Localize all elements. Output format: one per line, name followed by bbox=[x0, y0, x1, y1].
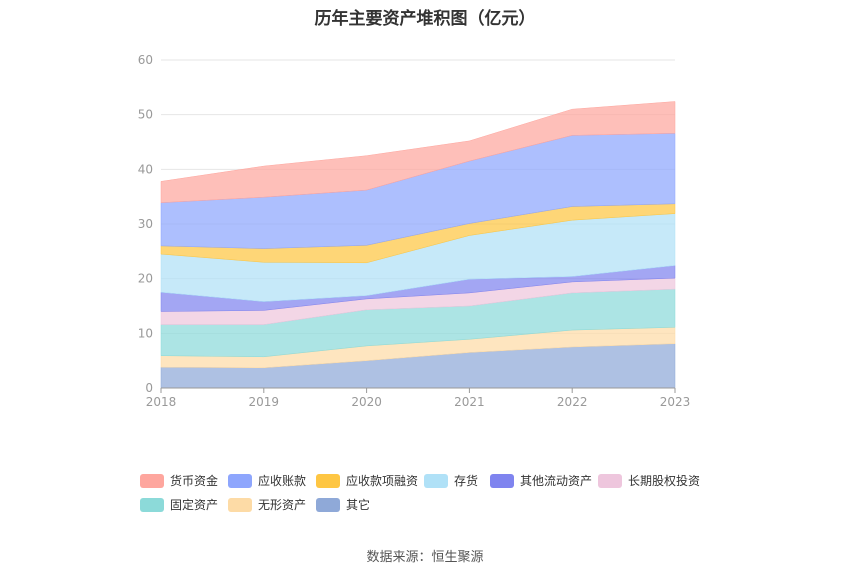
legend-item[interactable]: 固定资产 bbox=[140, 496, 218, 513]
legend-label: 货币资金 bbox=[170, 474, 219, 488]
legend-label: 无形资产 bbox=[258, 498, 307, 512]
y-tick-label: 60 bbox=[138, 53, 153, 67]
x-tick-label: 2018 bbox=[146, 395, 177, 409]
legend-item[interactable]: 应收账款 bbox=[228, 472, 306, 489]
legend-label: 存货 bbox=[454, 474, 479, 488]
chart-title: 历年主要资产堆积图（亿元） bbox=[314, 9, 536, 29]
legend-label: 应收账款 bbox=[258, 474, 307, 488]
x-tick-label: 2020 bbox=[351, 395, 382, 409]
legend-swatch bbox=[316, 497, 340, 512]
legend-item[interactable]: 其它 bbox=[316, 496, 370, 513]
legend-swatch bbox=[140, 497, 164, 512]
y-tick-label: 20 bbox=[138, 272, 153, 286]
legend-item[interactable]: 无形资产 bbox=[228, 496, 306, 513]
area-series bbox=[160, 101, 676, 203]
y-tick-label: 30 bbox=[138, 217, 153, 231]
legend-swatch bbox=[490, 473, 514, 488]
y-tick-label: 40 bbox=[138, 162, 153, 176]
y-tick-label: 50 bbox=[138, 108, 153, 122]
legend-label: 其他流动资产 bbox=[520, 474, 593, 488]
x-tick-label: 2021 bbox=[454, 395, 485, 409]
stacked-area-chart: 0 10 20 30 40 50 60 2018 2019 2020 2021 2022 2023 bbox=[138, 53, 691, 409]
data-source-note: 数据来源：恒生聚源 bbox=[366, 550, 484, 565]
legend-label: 长期股权投资 bbox=[628, 474, 701, 488]
legend-item[interactable]: 长期股权投资 bbox=[598, 472, 700, 489]
legend-swatch bbox=[228, 497, 252, 512]
x-tick-label: 2019 bbox=[249, 395, 280, 409]
y-tick-label: 0 bbox=[145, 381, 153, 395]
legend-label: 其它 bbox=[346, 498, 371, 512]
legend-label: 应收款项融资 bbox=[346, 474, 419, 488]
legend-item[interactable]: 存货 bbox=[424, 472, 478, 489]
legend-item[interactable]: 其他流动资产 bbox=[490, 472, 592, 489]
x-tick-label: 2023 bbox=[660, 395, 691, 409]
legend-swatch bbox=[424, 473, 448, 488]
x-tick-label: 2022 bbox=[557, 395, 588, 409]
legend-swatch bbox=[316, 473, 340, 488]
y-tick-label: 10 bbox=[138, 326, 153, 340]
legend-swatch bbox=[140, 473, 164, 488]
legend-swatch bbox=[598, 473, 622, 488]
legend-item[interactable]: 货币资金 bbox=[140, 472, 218, 489]
legend-item[interactable]: 应收款项融资 bbox=[316, 472, 418, 489]
legend-swatch bbox=[228, 473, 252, 488]
legend-label: 固定资产 bbox=[170, 498, 219, 512]
